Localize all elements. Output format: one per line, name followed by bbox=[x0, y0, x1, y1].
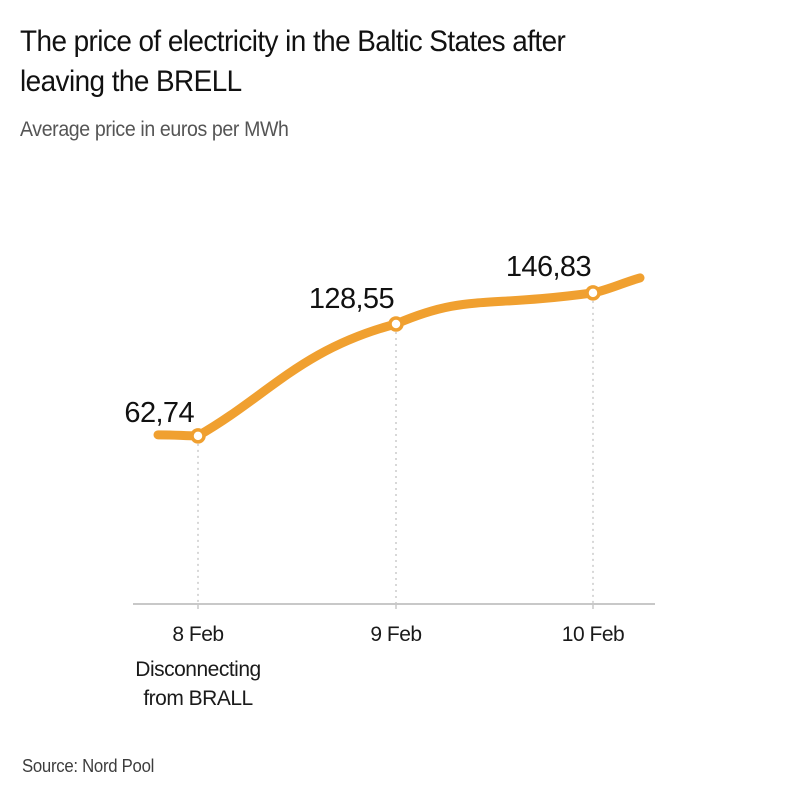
x-tick-label-3: 10 Feb bbox=[562, 623, 624, 646]
annotation-line-1: Disconnecting bbox=[135, 658, 260, 681]
data-label-1: 62,74 bbox=[124, 397, 194, 429]
annotation-line-2: from BRALL bbox=[143, 687, 252, 710]
series-line bbox=[153, 273, 645, 441]
data-point-1 bbox=[190, 428, 206, 444]
x-tick-label-1: 8 Feb bbox=[172, 623, 223, 646]
chart-title: The price of electricity in the Baltic S… bbox=[20, 25, 566, 98]
data-point-3 bbox=[585, 285, 601, 301]
data-label-3: 146,83 bbox=[506, 251, 591, 283]
source-note: Source: Nord Pool bbox=[22, 756, 155, 776]
data-label-2: 128,55 bbox=[309, 283, 394, 315]
data-point-2 bbox=[388, 316, 404, 332]
chart-subtitle: Average price in euros per MWh bbox=[20, 118, 289, 141]
x-tick-label-2: 9 Feb bbox=[370, 623, 421, 646]
